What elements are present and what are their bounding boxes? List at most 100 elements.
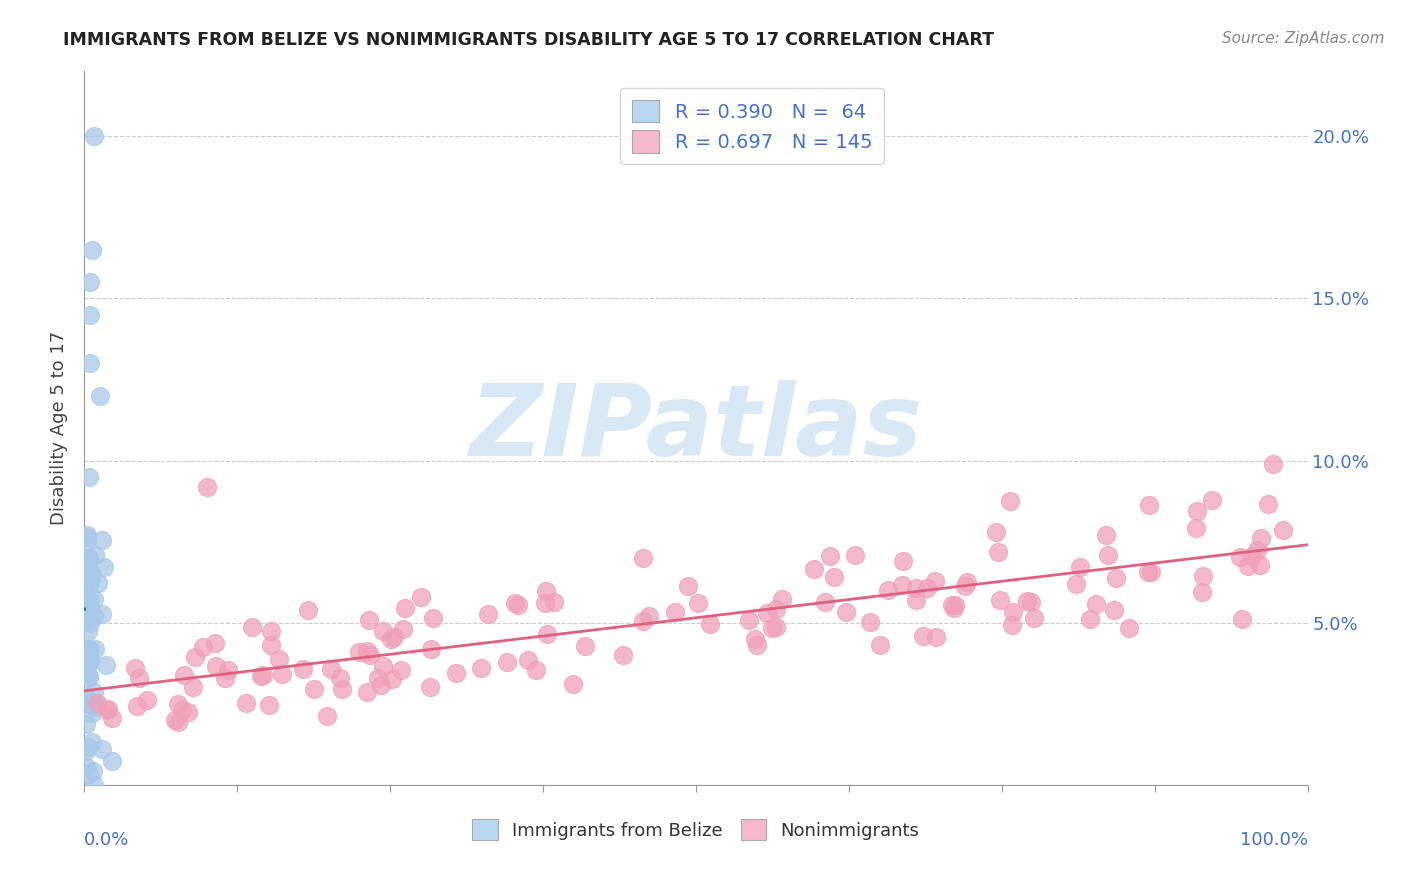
Point <box>422 611 444 625</box>
Point <box>1136 565 1159 579</box>
Point <box>235 696 257 710</box>
Point <box>1001 605 1024 619</box>
Point <box>91 533 114 547</box>
Point <box>80 698 103 712</box>
Point <box>82 706 104 721</box>
Point <box>79 615 101 630</box>
Point <box>75 689 97 703</box>
Point <box>891 553 914 567</box>
Point <box>93 559 115 574</box>
Point <box>217 663 239 677</box>
Point <box>96 703 118 717</box>
Point <box>534 596 557 610</box>
Point <box>924 574 946 588</box>
Point <box>1118 621 1140 635</box>
Point <box>83 129 105 144</box>
Point <box>77 656 100 670</box>
Point <box>83 700 105 714</box>
Point <box>367 671 389 685</box>
Point <box>803 562 825 576</box>
Point <box>1237 558 1260 573</box>
Point <box>1069 559 1091 574</box>
Point <box>184 650 207 665</box>
Point <box>77 567 100 582</box>
Point <box>77 670 100 684</box>
Point <box>744 632 766 646</box>
Point <box>820 549 842 563</box>
Point <box>517 653 540 667</box>
Point <box>1001 618 1024 632</box>
Point <box>356 684 378 698</box>
Point <box>328 671 350 685</box>
Point <box>75 760 97 774</box>
Point <box>195 479 218 493</box>
Point <box>1095 528 1118 542</box>
Point <box>814 595 837 609</box>
Point <box>79 652 101 666</box>
Point <box>1229 549 1251 564</box>
Text: 100.0%: 100.0% <box>1240 831 1308 849</box>
Point <box>79 570 101 584</box>
Point <box>869 638 891 652</box>
Point <box>470 661 492 675</box>
Point <box>75 744 97 758</box>
Point <box>761 621 783 635</box>
Point <box>1249 558 1271 573</box>
Point <box>75 597 97 611</box>
Point <box>1272 523 1295 537</box>
Point <box>506 599 529 613</box>
Point <box>77 739 100 754</box>
Point <box>637 609 659 624</box>
Point <box>905 593 928 607</box>
Point <box>394 601 416 615</box>
Point <box>536 626 558 640</box>
Point <box>835 605 858 619</box>
Point <box>631 551 654 566</box>
Point <box>1019 595 1042 609</box>
Y-axis label: Disability Age 5 to 17: Disability Age 5 to 17 <box>51 331 69 525</box>
Point <box>987 545 1010 559</box>
Point <box>943 598 966 612</box>
Point <box>75 662 97 676</box>
Point <box>97 701 120 715</box>
Point <box>79 275 101 289</box>
Point <box>1017 594 1039 608</box>
Point <box>91 742 114 756</box>
Point <box>79 308 101 322</box>
Point <box>357 613 380 627</box>
Point <box>292 662 315 676</box>
Text: IMMIGRANTS FROM BELIZE VS NONIMMIGRANTS DISABILITY AGE 5 TO 17 CORRELATION CHART: IMMIGRANTS FROM BELIZE VS NONIMMIGRANTS … <box>63 31 994 49</box>
Point <box>250 669 273 683</box>
Point <box>79 577 101 591</box>
Point <box>524 664 547 678</box>
Point <box>79 641 101 656</box>
Point <box>770 592 793 607</box>
Point <box>419 681 441 695</box>
Point <box>84 698 107 712</box>
Point <box>204 636 226 650</box>
Point <box>83 609 105 624</box>
Point <box>1097 548 1119 562</box>
Point <box>1185 503 1208 517</box>
Point <box>859 615 882 629</box>
Point <box>988 592 1011 607</box>
Point <box>77 670 100 684</box>
Point <box>79 694 101 708</box>
Point <box>1192 569 1215 583</box>
Point <box>347 645 370 659</box>
Point <box>76 530 98 544</box>
Point <box>270 666 292 681</box>
Point <box>79 594 101 608</box>
Point <box>380 632 402 647</box>
Point <box>163 713 186 727</box>
Point <box>925 630 948 644</box>
Point <box>912 629 935 643</box>
Point <box>77 667 100 681</box>
Point <box>84 642 107 657</box>
Point <box>77 642 100 657</box>
Point <box>738 613 761 627</box>
Point <box>1263 457 1285 471</box>
Point <box>204 659 226 673</box>
Point <box>79 356 101 370</box>
Point <box>75 613 97 627</box>
